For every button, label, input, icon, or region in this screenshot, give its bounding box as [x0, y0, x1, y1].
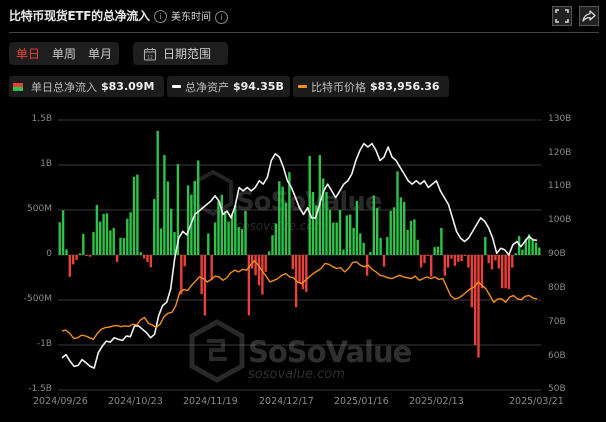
orange-line-swatch-icon	[298, 85, 307, 88]
timezone-info-icon[interactable]: i	[215, 10, 228, 24]
legend-btc-price[interactable]: 比特币价格 $83,956.36	[293, 76, 449, 97]
tab-weekly[interactable]: 单周	[52, 47, 77, 61]
right-axis-tick: 80B	[548, 283, 566, 293]
chart-title-text: 比特币现货ETF的总净流入	[9, 9, 150, 23]
legend-daily-net-inflow[interactable]: 单日总净流入 $83.09M	[9, 76, 164, 97]
svg-text:SoSoValue: SoSoValue	[248, 335, 412, 369]
net-assets-line	[61, 142, 538, 369]
legend-label: 比特币价格	[311, 80, 366, 94]
right-axis-tick: 60B	[548, 351, 566, 361]
svg-text:sosovalue.com: sosovalue.com	[248, 367, 345, 382]
left-axis-tick: -1B	[36, 339, 52, 349]
chart-title: 比特币现货ETF的总净流入 i	[9, 7, 167, 24]
legend-value: $83.09M	[101, 80, 155, 93]
right-axis-tick: 120B	[548, 148, 572, 158]
sosovalue-logo-icon-small	[193, 169, 233, 217]
x-axis-tick: 2025/03/21	[509, 396, 564, 407]
svg-text:12: 12	[147, 54, 153, 60]
tab-monthly[interactable]: 单月	[88, 47, 113, 61]
x-axis-tick: 2025/02/13	[409, 396, 464, 407]
tab-daily[interactable]: 单日	[16, 47, 41, 61]
date-range-button[interactable]: 12 日期范围	[133, 42, 228, 65]
fullscreen-button[interactable]	[552, 6, 572, 26]
legend-net-assets[interactable]: 总净资产 $94.35B	[167, 76, 290, 97]
white-line-swatch-icon	[172, 85, 181, 88]
date-range-label: 日期范围	[163, 47, 212, 61]
x-axis-tick: 2024/12/17	[259, 396, 314, 407]
share-icon	[582, 10, 596, 22]
left-axis-tick: -500M	[23, 294, 52, 304]
left-axis-tick: -1.5B	[28, 384, 52, 394]
header-divider	[9, 32, 599, 33]
sosovalue-logo-icon	[189, 319, 245, 383]
left-axis-tick: 1B	[40, 159, 52, 169]
left-axis-tick: 500M	[27, 204, 52, 214]
x-axis-tick: 2025/01/16	[334, 396, 389, 407]
right-axis-tick: 70B	[548, 317, 566, 327]
right-axis-tick: 100B	[548, 215, 572, 225]
info-icon[interactable]: i	[153, 10, 167, 23]
right-axis-tick: 50B	[548, 384, 566, 394]
right-axis-tick: 90B	[548, 249, 566, 259]
legend-label: 总净资产	[185, 80, 229, 94]
timezone-text: 美东时间	[171, 12, 211, 23]
inflow-outflow-swatch-icon	[13, 82, 23, 91]
legend-value: $94.35B	[233, 80, 284, 93]
legend-value: $83,956.36	[370, 80, 440, 93]
svg-text:sosovalue.com: sosovalue.com	[236, 219, 325, 233]
left-axis-tick: 0	[46, 249, 52, 259]
x-axis-tick: 2024/10/23	[108, 396, 163, 407]
sosovalue-watermark: SoSoValue sosovalue.com SoSoValue sosova…	[189, 169, 413, 383]
period-tabs: 单日 单周 单月	[9, 42, 119, 65]
daily-net-inflow-bars	[58, 130, 541, 358]
x-axis-tick: 2024/11/19	[183, 396, 238, 407]
left-axis-tick: 1.5B	[31, 114, 53, 124]
chart-header: 比特币现货ETF的总净流入 i 美东时间 i	[0, 0, 606, 33]
right-axis-tick: 110B	[548, 181, 572, 191]
legend-label: 单日总净流入	[31, 80, 97, 94]
timezone-label: 美东时间 i	[171, 8, 228, 24]
x-axis-tick: 2024/09/26	[33, 396, 88, 407]
share-button[interactable]	[579, 6, 599, 26]
fullscreen-icon	[555, 9, 569, 23]
calendar-icon: 12	[143, 47, 157, 61]
right-axis-tick: 130B	[548, 114, 572, 124]
btc-price-line	[61, 260, 538, 341]
